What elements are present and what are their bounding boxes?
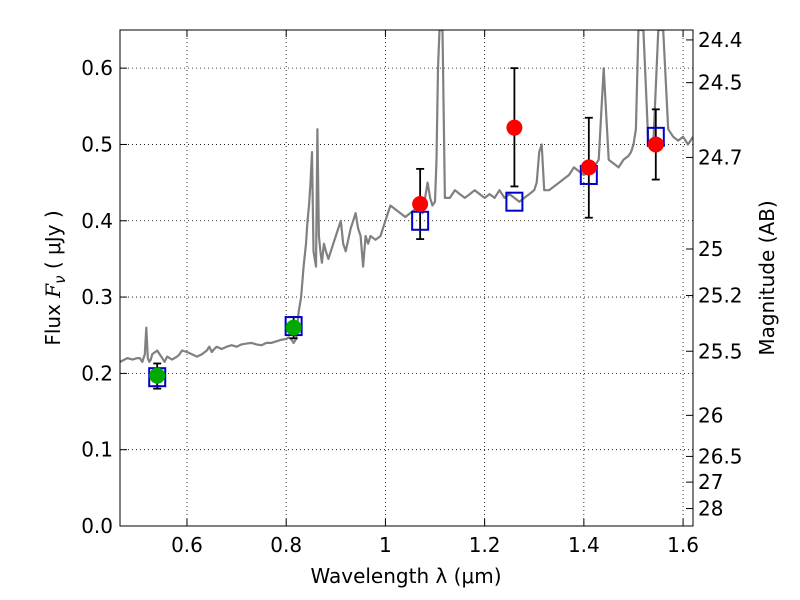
plot-background — [120, 30, 693, 526]
magnitude-tick-label: 25.5 — [698, 339, 743, 363]
red-point — [580, 159, 597, 176]
y-tick-label: 0.4 — [81, 209, 113, 233]
magnitude-axis-label: Magnitude (AB) — [755, 200, 779, 355]
y-tick-label: 0.3 — [81, 285, 113, 309]
y-axis-label: Flux Fν ( μJy ) — [41, 210, 69, 345]
green-point — [285, 319, 302, 336]
y-tick-label: 0.6 — [81, 56, 113, 80]
model-box — [505, 191, 524, 212]
magnitude-tick-label: 26.5 — [698, 444, 743, 468]
magnitude-tick-label: 24.5 — [698, 71, 743, 95]
x-tick-label: 1.4 — [568, 533, 600, 557]
y-axis-label-suffix: ( μJy ) — [41, 210, 65, 275]
magnitude-tick-label: 26 — [698, 403, 723, 427]
x-tick-label: 1.6 — [667, 533, 699, 557]
y-axis: 0.0 0.1 0.2 0.3 0.4 0.5 0.6 — [81, 56, 127, 538]
plot-frame — [119, 29, 694, 527]
y-tick-label: 0.0 — [81, 514, 113, 538]
y-tick-label: 0.1 — [81, 438, 113, 462]
x-tick-label: 1.2 — [469, 533, 501, 557]
y-tick-label: 0.5 — [81, 132, 113, 156]
magnitude-tick-label: 28 — [698, 497, 723, 521]
y-axis-label-symbol: F — [41, 283, 65, 299]
magnitude-axis: 24.4 24.5 24.7 25 25.2 25.5 26 26.527 28 — [686, 28, 743, 521]
plot-layer — [120, 30, 693, 363]
magnitude-tick-label: 24.4 — [698, 28, 743, 52]
magnitude-tick-label: 24.7 — [698, 145, 743, 169]
x-axis-label: Wavelength λ (μm) — [310, 564, 501, 588]
magnitude-tick-label: 25 — [698, 237, 723, 261]
spectrum-line — [120, 30, 693, 363]
red-point — [506, 119, 523, 136]
magnitude-tick-label: 27 — [698, 470, 723, 494]
red-point — [647, 136, 664, 153]
red-point — [412, 195, 429, 212]
x-tick-label: 1 — [379, 533, 392, 557]
grid — [120, 30, 693, 527]
y-axis-label-prefix: Flux — [41, 298, 65, 346]
green-point — [149, 367, 166, 384]
x-axis: 0.6 0.8 1 1.2 1.4 1.6 — [171, 30, 699, 557]
y-axis-label-subscript: ν — [51, 275, 69, 283]
y-tick-label: 0.2 — [81, 361, 113, 385]
magnitude-tick-label: 25.2 — [698, 284, 743, 308]
x-tick-label: 0.6 — [171, 533, 203, 557]
x-tick-label: 0.8 — [270, 533, 302, 557]
errorbar-layer — [148, 67, 665, 390]
